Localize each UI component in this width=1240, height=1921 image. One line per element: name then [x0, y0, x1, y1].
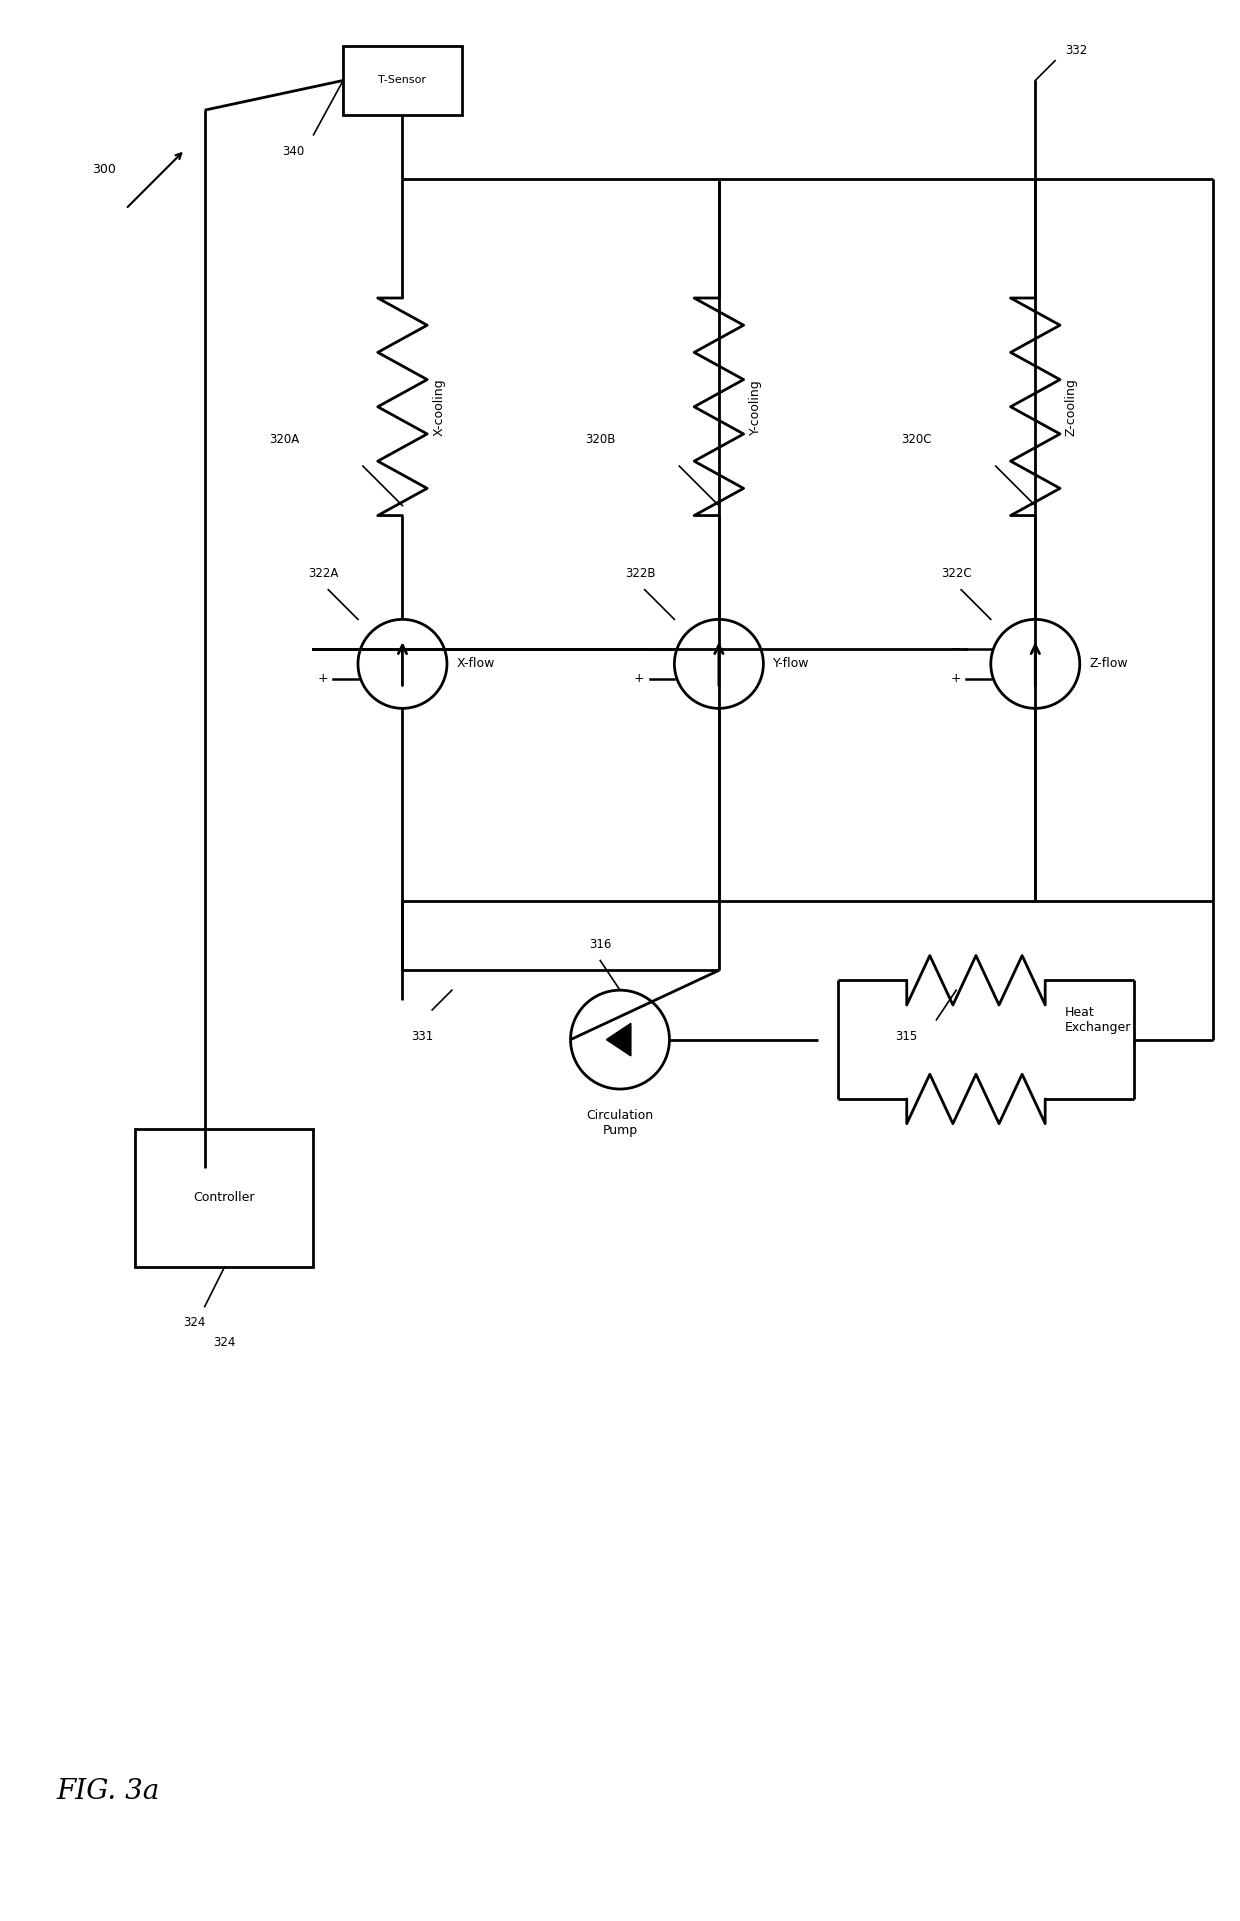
Text: Controller: Controller [193, 1191, 255, 1204]
Text: 322C: 322C [941, 567, 972, 580]
Text: +: + [634, 672, 645, 686]
Text: 320B: 320B [585, 434, 615, 446]
Text: −: − [634, 642, 645, 655]
Text: 320C: 320C [901, 434, 932, 446]
Text: Z-flow: Z-flow [1090, 657, 1128, 670]
Text: +: + [951, 672, 961, 686]
Text: 324: 324 [213, 1337, 236, 1349]
Text: 300: 300 [92, 163, 115, 177]
Text: 322B: 322B [625, 567, 656, 580]
Text: 340: 340 [283, 144, 305, 158]
Text: +: + [317, 672, 329, 686]
Text: −: − [951, 642, 961, 655]
Text: 332: 332 [1065, 44, 1087, 58]
Text: Y-flow: Y-flow [774, 657, 810, 670]
Text: X-cooling: X-cooling [432, 378, 445, 436]
Text: Y-cooling: Y-cooling [749, 378, 761, 434]
Text: T-Sensor: T-Sensor [378, 75, 427, 85]
Text: Circulation
Pump: Circulation Pump [587, 1108, 653, 1137]
Text: 322A: 322A [309, 567, 339, 580]
Text: Heat
Exchanger: Heat Exchanger [1065, 1007, 1131, 1033]
Bar [343, 46, 461, 115]
Text: 331: 331 [412, 1030, 433, 1043]
Text: 320A: 320A [269, 434, 299, 446]
Bar [135, 1130, 314, 1268]
Text: −: − [317, 642, 329, 655]
Text: Z-cooling: Z-cooling [1065, 378, 1078, 436]
Text: 316: 316 [589, 937, 611, 951]
Text: X-flow: X-flow [456, 657, 495, 670]
Text: 324: 324 [184, 1316, 206, 1329]
Polygon shape [606, 1024, 631, 1057]
Text: 315: 315 [895, 1030, 918, 1043]
Text: FIG. 3a: FIG. 3a [56, 1777, 160, 1804]
